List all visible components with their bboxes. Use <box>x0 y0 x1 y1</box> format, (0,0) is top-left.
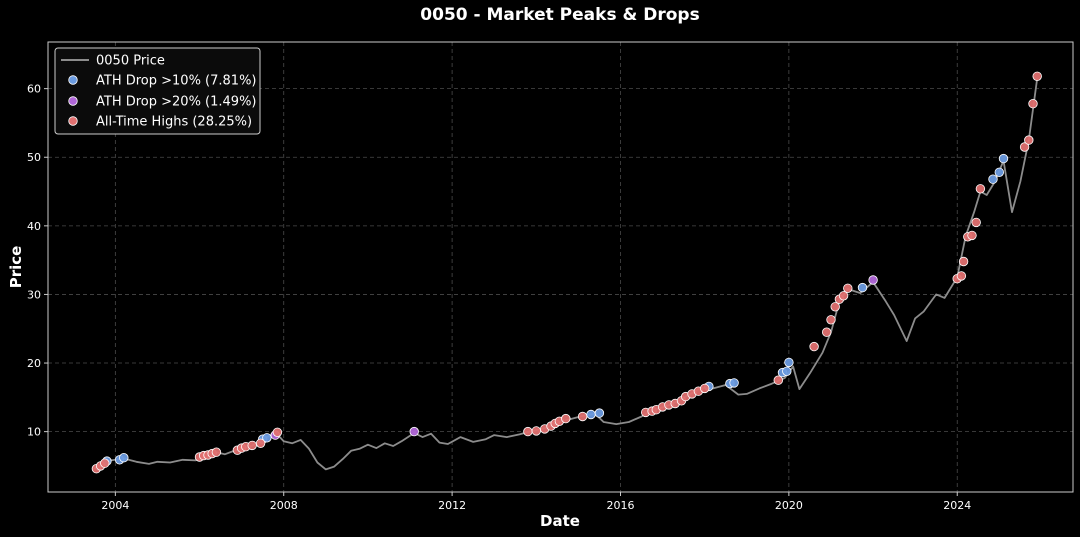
ath-drop-10-marker <box>586 409 596 420</box>
legend-marker-ath <box>68 116 78 126</box>
legend-label-price: 0050 Price <box>96 54 165 69</box>
all-time-high-marker <box>247 440 257 451</box>
x-tick-label: 2012 <box>438 499 466 512</box>
all-time-high-marker <box>531 426 542 436</box>
legend-marker-drop10 <box>68 75 78 85</box>
x-tick-label: 2008 <box>270 499 298 512</box>
all-time-high-marker <box>1032 71 1042 82</box>
all-time-high-marker <box>561 413 571 424</box>
ath-drop-10-marker <box>594 408 605 418</box>
all-time-high-marker <box>700 383 710 394</box>
ath-drop-10-marker <box>857 282 868 293</box>
ath-drop-10-marker <box>262 433 272 443</box>
all-time-high-marker <box>830 302 840 312</box>
all-time-high-marker <box>809 341 819 352</box>
y-tick-label: 50 <box>27 151 41 164</box>
all-time-high-marker <box>956 271 967 281</box>
all-time-high-marker <box>958 256 969 267</box>
all-time-high-marker <box>773 375 784 385</box>
markers-layer <box>91 71 1042 474</box>
all-time-high-marker <box>967 230 977 241</box>
all-time-high-marker <box>255 438 266 449</box>
y-axis-label: Price <box>7 246 25 289</box>
ath-drop-20-marker <box>868 275 878 285</box>
y-tick-label: 40 <box>27 220 41 233</box>
all-time-high-marker <box>523 426 533 437</box>
legend: 0050 Price ATH Drop >10% (7.81%) ATH Dro… <box>54 47 261 135</box>
legend-label-drop10: ATH Drop >10% (7.81%) <box>96 74 257 89</box>
ath-drop-10-marker <box>784 357 794 368</box>
y-ticks: 10 20 30 40 50 60 <box>27 83 48 439</box>
x-tick-label: 2020 <box>775 499 803 512</box>
x-tick-label: 2004 <box>101 499 129 512</box>
chart-title: 0050 - Market Peaks & Drops <box>420 5 699 25</box>
y-tick-label: 20 <box>27 357 41 370</box>
ath-drop-10-marker <box>782 366 792 377</box>
all-time-high-marker <box>838 291 849 301</box>
x-tick-label: 2024 <box>943 499 971 512</box>
ath-drop-10-marker <box>729 378 739 388</box>
legend-marker-drop20 <box>68 96 78 106</box>
ath-drop-10-marker <box>994 167 1005 178</box>
all-time-high-marker <box>822 327 832 337</box>
y-tick-label: 30 <box>27 288 41 301</box>
ath-drop-10-marker <box>119 453 129 463</box>
legend-label-drop20: ATH Drop >20% (1.49%) <box>96 95 257 110</box>
legend-box <box>54 47 261 135</box>
ath-drop-10-marker <box>988 174 998 184</box>
ath-drop-10-marker <box>998 153 1009 164</box>
all-time-high-marker <box>971 217 981 228</box>
all-time-high-marker <box>1019 142 1030 152</box>
all-time-high-marker <box>975 184 986 194</box>
legend-label-ath: All-Time Highs (28.25%) <box>96 115 252 130</box>
x-tick-label: 2016 <box>606 499 634 512</box>
all-time-high-marker <box>577 411 588 422</box>
all-time-high-marker <box>211 447 222 457</box>
x-axis-label: Date <box>540 512 580 530</box>
ath-drop-20-marker <box>409 426 419 437</box>
all-time-high-marker <box>100 458 110 468</box>
all-time-high-marker <box>826 315 836 325</box>
all-time-high-marker <box>1028 98 1038 109</box>
axes-frame <box>47 41 1074 493</box>
all-time-high-marker <box>1024 135 1034 145</box>
grid <box>48 42 1073 492</box>
all-time-high-marker <box>272 427 283 438</box>
y-tick-label: 60 <box>27 83 41 96</box>
y-tick-label: 10 <box>27 426 41 439</box>
x-ticks: 2004 2008 2012 2016 2020 2024 <box>101 492 971 512</box>
all-time-high-marker <box>843 283 853 294</box>
